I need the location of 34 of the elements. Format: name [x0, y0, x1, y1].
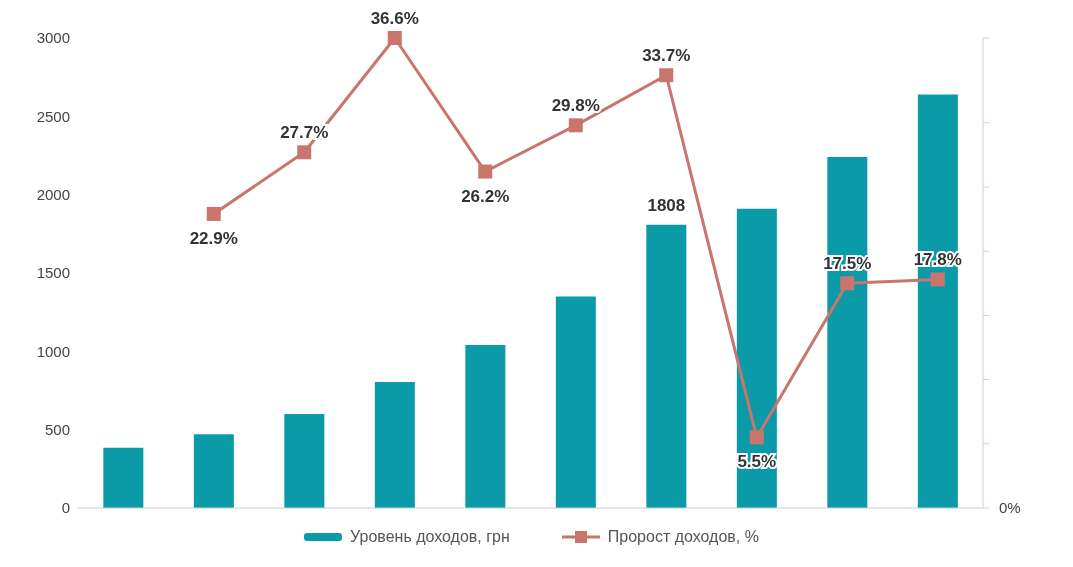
point: [297, 145, 312, 160]
legend-label: Уровень доходов, грн: [350, 528, 510, 546]
y-tick-label: 2000: [36, 185, 70, 203]
bar: [555, 296, 596, 508]
point: [568, 118, 583, 133]
bar: [465, 345, 506, 508]
bar: [646, 224, 687, 508]
bar: [103, 447, 144, 508]
bar: [193, 434, 234, 508]
y-tick-label: 1500: [36, 264, 70, 282]
y-tick-label: 3000: [36, 29, 70, 47]
data-label: 26.2%: [461, 186, 510, 206]
y-tick-label: 1000: [36, 342, 70, 360]
point: [840, 276, 855, 291]
data-label: 22.9%: [189, 228, 238, 248]
data-label: 1808: [647, 195, 686, 215]
axis-zero-note: 0%: [999, 499, 1021, 516]
data-label: 5.5%: [737, 452, 777, 472]
data-label: 29.8%: [551, 96, 600, 116]
legend-label: Пророст доходов, %: [607, 528, 759, 546]
bar: [284, 414, 325, 508]
y-tick-label: 2500: [36, 107, 70, 125]
y-tick-label: 0: [61, 499, 70, 517]
y-tick-label: 500: [44, 420, 70, 438]
bar: [374, 381, 415, 508]
point: [206, 206, 221, 221]
point: [659, 68, 674, 83]
point: [930, 272, 945, 287]
point: [749, 430, 764, 445]
data-label: 33.7%: [642, 46, 691, 66]
bar: [736, 208, 777, 508]
data-label: 36.6%: [370, 9, 419, 28]
point: [387, 31, 402, 45]
point: [478, 164, 493, 179]
